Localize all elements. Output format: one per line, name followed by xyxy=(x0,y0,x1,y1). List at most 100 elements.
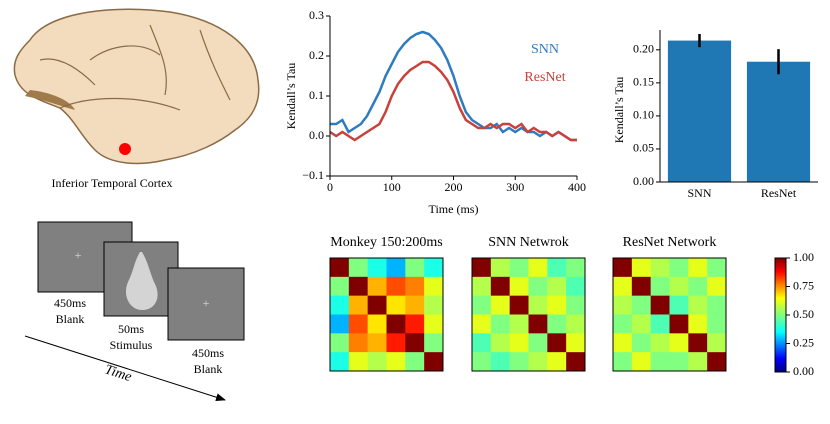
heat-cell xyxy=(528,314,548,334)
heat-cell xyxy=(424,352,444,372)
legend-label: SNN xyxy=(531,42,559,57)
heat-cell xyxy=(707,295,727,315)
heat-cell xyxy=(386,314,406,334)
heat-cell xyxy=(547,258,567,278)
fixation: + xyxy=(203,296,210,310)
heat-cell xyxy=(547,352,567,372)
heat-cell xyxy=(472,276,492,296)
stimulus-frames: + + xyxy=(24,221,245,402)
heat-cell xyxy=(472,258,492,278)
heat-cell xyxy=(631,258,651,278)
heat-cell xyxy=(367,276,387,296)
heat-cell xyxy=(566,276,586,296)
heat-cell xyxy=(650,314,670,334)
heat-cell xyxy=(509,314,529,334)
heat-cell xyxy=(405,276,425,296)
series-line xyxy=(330,30,577,142)
heat-cell xyxy=(386,333,406,353)
heatmap-frame xyxy=(612,257,727,372)
heat-cell xyxy=(650,352,670,372)
heat-cell xyxy=(330,352,350,372)
brain xyxy=(13,8,260,165)
heat-cell xyxy=(528,295,548,315)
heat-cell xyxy=(613,352,633,372)
heat-cell xyxy=(528,352,548,372)
heat-cell xyxy=(424,314,444,334)
heat-cell xyxy=(707,352,727,372)
heat-cell xyxy=(669,276,689,296)
heat-cell xyxy=(490,276,510,296)
fixation: + xyxy=(75,248,82,262)
heat-cell xyxy=(348,333,368,353)
heat-cell xyxy=(631,314,651,334)
x-tick-label: 300 xyxy=(506,180,524,194)
stim-label: Blank xyxy=(194,362,223,376)
heat-cell xyxy=(424,276,444,296)
heat-cell xyxy=(509,333,529,353)
heat-cell xyxy=(367,258,387,278)
heat-cell xyxy=(405,258,425,278)
colorbar-tick-label: 1.00 xyxy=(793,250,814,264)
heat-cell xyxy=(528,333,548,353)
heat-cell xyxy=(688,333,708,353)
heat-cell xyxy=(490,258,510,278)
heat-cell xyxy=(348,295,368,315)
heat-cell xyxy=(386,295,406,315)
heat-cell xyxy=(613,258,633,278)
heat-cell xyxy=(566,258,586,278)
heat-cell xyxy=(613,276,633,296)
heat-cell xyxy=(547,295,567,315)
heat-cell xyxy=(367,333,387,353)
heat-cell xyxy=(472,295,492,315)
colorbar-tick-label: 0.00 xyxy=(793,364,814,378)
y-tick-label: 0.0 xyxy=(309,128,324,142)
heat-cell xyxy=(490,295,510,315)
heat-cell xyxy=(566,333,586,353)
heat-cell xyxy=(424,258,444,278)
y-tick-label: 0.2 xyxy=(309,48,324,62)
heat-cell xyxy=(650,276,670,296)
heat-cell xyxy=(424,333,444,353)
heatmap-frame xyxy=(329,257,444,372)
heat-cell xyxy=(688,295,708,315)
heat-cell xyxy=(472,314,492,334)
heat-cell xyxy=(669,333,689,353)
y-tick-label: −0.1 xyxy=(302,168,324,182)
heat-cell xyxy=(528,276,548,296)
heat-cell xyxy=(509,258,529,278)
heat-cell xyxy=(707,314,727,334)
heat-cell xyxy=(367,295,387,315)
heat-cell xyxy=(509,276,529,296)
heat-cell xyxy=(631,333,651,353)
legend-label: ResNet xyxy=(524,70,565,85)
time-label: Time xyxy=(103,362,134,385)
y-tick-label: 0.20 xyxy=(633,42,654,56)
heat-cell xyxy=(688,258,708,278)
heat-cell xyxy=(330,295,350,315)
heat-cell xyxy=(424,295,444,315)
heat-cell xyxy=(405,352,425,372)
heat-cell xyxy=(631,295,651,315)
heat-cell xyxy=(669,258,689,278)
axes-frame xyxy=(329,16,577,177)
stim-duration: 450ms xyxy=(54,296,86,310)
y-tick-label: 0.05 xyxy=(633,141,654,155)
heat-cell xyxy=(348,314,368,334)
heat-cell xyxy=(348,258,368,278)
heat-cell xyxy=(386,276,406,296)
heatmap-title: SNN Netwrok xyxy=(488,235,569,250)
stim-duration: 450ms xyxy=(192,346,224,360)
heat-cell xyxy=(613,295,633,315)
x-tick-label: SNN xyxy=(687,186,711,200)
y-tick-label: 0.00 xyxy=(633,174,654,188)
heat-cell xyxy=(490,352,510,372)
heat-cell xyxy=(509,352,529,372)
y-axis-label: Kendall’s Tau xyxy=(612,77,626,144)
y-tick-label: 0.10 xyxy=(633,108,654,122)
heat-cell xyxy=(490,333,510,353)
colorbar xyxy=(774,257,787,373)
heat-cell xyxy=(367,314,387,334)
heat-cell xyxy=(547,314,567,334)
x-tick-label: 100 xyxy=(383,180,401,194)
